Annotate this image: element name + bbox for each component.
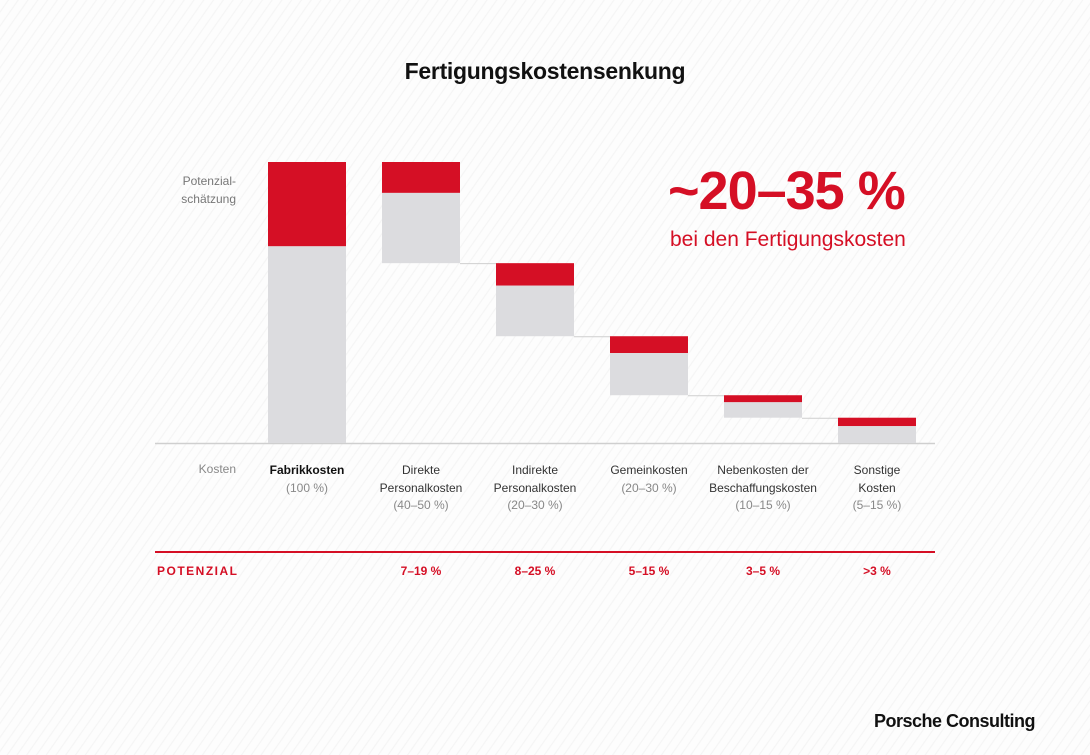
bar-potential: [724, 395, 802, 403]
category-label: Fabrikkosten (100 %): [242, 462, 372, 497]
divider-line: [155, 551, 935, 553]
headline-value: ~20–35 %: [668, 161, 906, 221]
potential-value: 3–5 %: [745, 564, 781, 578]
category-range: (10–15 %): [735, 498, 791, 512]
bar-potential: [838, 417, 916, 427]
category-name: Indirekte Personalkosten: [493, 463, 577, 495]
category-name: Sonstige Kosten: [853, 463, 901, 495]
potential-row-label: POTENZIAL: [157, 564, 239, 578]
headline-subtitle: bei den Fertigungskosten: [670, 228, 906, 251]
category-range: (5–15 %): [852, 498, 902, 512]
category-name: Nebenkosten der Beschaffungskosten: [709, 463, 817, 495]
bar-remaining: [382, 192, 460, 264]
category-name: Gemeinkosten: [610, 463, 688, 477]
potential-value: 7–19 %: [400, 564, 442, 578]
bar-remaining: [496, 285, 574, 337]
bar-remaining: [724, 402, 802, 418]
bar-potential: [382, 162, 460, 193]
costs-row-label: Kosten: [198, 462, 236, 476]
bar-potential: [268, 162, 346, 247]
potential-value: 5–15 %: [628, 564, 670, 578]
category-label: Nebenkosten der Beschaffungskosten (10–15…: [698, 462, 828, 515]
bar-remaining: [610, 353, 688, 396]
category-name: Fabrikkosten: [269, 463, 345, 477]
brand-logo: Porsche Consulting: [874, 711, 1036, 731]
chart-title: Fertigungskostensenkung: [404, 58, 686, 84]
bar-potential: [496, 263, 574, 286]
potential-value: 8–25 %: [514, 564, 556, 578]
bar-remaining: [838, 426, 916, 443]
category-range: (40–50 %): [393, 498, 449, 512]
bar-potential: [610, 336, 688, 354]
potential-value: >3 %: [863, 564, 891, 578]
category-range: (20–30 %): [507, 498, 563, 512]
category-label: Sonstige Kosten (5–15 %): [812, 462, 942, 515]
category-label: Gemeinkosten (20–30 %): [584, 462, 714, 497]
category-range: (20–30 %): [621, 480, 677, 495]
y-axis-label: Potenzial- schätzung: [181, 174, 236, 206]
category-label: Indirekte Personalkosten (20–30 %): [470, 462, 600, 515]
category-range: (100 %): [285, 480, 329, 495]
bar-remaining: [268, 246, 346, 443]
category-label: Direkte Personalkosten (40–50 %): [356, 462, 486, 515]
category-name: Direkte Personalkosten: [379, 463, 463, 495]
